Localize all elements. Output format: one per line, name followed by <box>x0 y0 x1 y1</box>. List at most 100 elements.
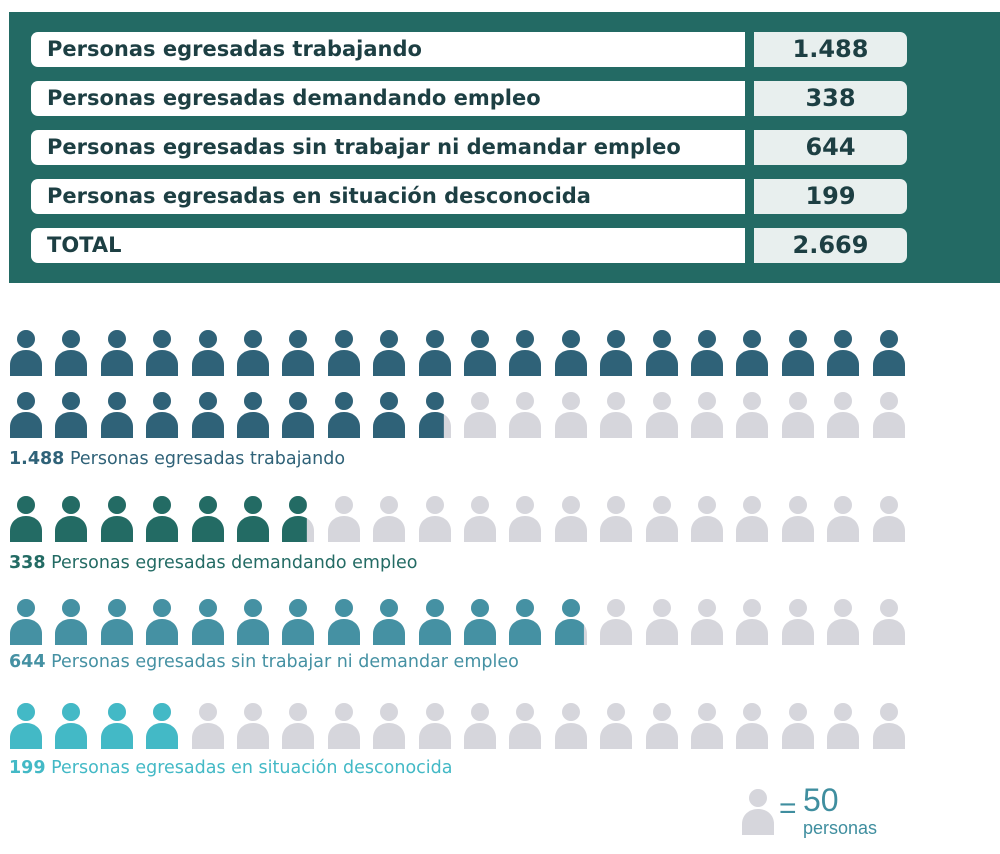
person-icon <box>191 702 225 751</box>
person-icon <box>554 702 588 751</box>
person-icon <box>508 702 542 751</box>
group-label-demandando: 338 Personas egresadas demandando empleo <box>9 553 417 573</box>
group-label-desconocida: 199 Personas egresadas en situación desc… <box>9 758 452 778</box>
summary-value: 1.488 <box>754 32 907 67</box>
group-label-value: 644 <box>9 652 46 672</box>
person-icon <box>372 329 406 378</box>
person-icon <box>145 702 179 751</box>
summary-label: Personas egresadas trabajando <box>31 32 745 67</box>
person-icon <box>826 702 860 751</box>
person-icon <box>872 702 906 751</box>
legend-equals: = <box>779 792 797 825</box>
person-icon <box>690 702 724 751</box>
group-label-name: Personas egresadas trabajando <box>69 449 346 469</box>
person-icon <box>599 495 633 544</box>
person-icon <box>9 329 43 378</box>
person-icon <box>826 598 860 647</box>
person-icon <box>645 329 679 378</box>
person-icon <box>554 495 588 544</box>
person-icon <box>418 391 452 440</box>
person-icon <box>145 495 179 544</box>
person-icon <box>236 702 270 751</box>
person-icon <box>9 702 43 751</box>
person-icon <box>100 329 134 378</box>
person-icon <box>735 702 769 751</box>
summary-label: Personas egresadas en situación desconoc… <box>31 179 745 214</box>
person-icon <box>100 495 134 544</box>
group-label-value: 338 <box>9 553 46 573</box>
person-icon <box>463 329 497 378</box>
person-icon <box>645 702 679 751</box>
group-label-value: 199 <box>9 758 46 778</box>
person-icon <box>599 702 633 751</box>
person-icon <box>145 391 179 440</box>
summary-value: 644 <box>754 130 907 165</box>
person-icon <box>54 598 88 647</box>
person-icon <box>690 329 724 378</box>
group-label-name: Personas egresadas sin trabajar ni deman… <box>51 652 519 672</box>
summary-value: 338 <box>754 81 907 116</box>
person-icon <box>826 329 860 378</box>
person-icon <box>418 329 452 378</box>
person-icon <box>690 598 724 647</box>
person-icon <box>54 391 88 440</box>
person-icon <box>599 329 633 378</box>
person-icon <box>872 598 906 647</box>
person-icon <box>508 495 542 544</box>
person-icon <box>236 598 270 647</box>
person-icon <box>281 495 315 544</box>
person-icon <box>508 329 542 378</box>
person-icon <box>372 702 406 751</box>
person-icon <box>100 702 134 751</box>
person-icon <box>872 495 906 544</box>
person-icon <box>54 495 88 544</box>
person-icon <box>54 702 88 751</box>
person-icon <box>826 391 860 440</box>
person-icon <box>781 391 815 440</box>
person-icon <box>735 329 769 378</box>
person-icon <box>281 329 315 378</box>
person-icon <box>327 598 361 647</box>
person-icon <box>781 702 815 751</box>
person-icon <box>236 495 270 544</box>
group-label-trabajando: 1.488 Personas egresadas trabajando <box>9 449 345 469</box>
person-icon <box>781 598 815 647</box>
person-icon <box>418 598 452 647</box>
person-icon <box>54 329 88 378</box>
person-icon <box>191 598 225 647</box>
person-icon <box>145 329 179 378</box>
person-icon <box>463 598 497 647</box>
person-icon <box>554 598 588 647</box>
person-icon <box>599 391 633 440</box>
person-icon <box>9 391 43 440</box>
person-icon <box>418 702 452 751</box>
person-icon <box>554 329 588 378</box>
group-label-value: 1.488 <box>9 449 65 469</box>
legend: = 50 personas <box>741 782 921 841</box>
person-icon <box>100 598 134 647</box>
person-icon <box>554 391 588 440</box>
person-icon <box>735 598 769 647</box>
person-icon <box>191 495 225 544</box>
group-label-name: Personas egresadas en situación desconoc… <box>51 758 453 778</box>
person-icon <box>327 391 361 440</box>
person-icon <box>372 598 406 647</box>
person-icon <box>781 495 815 544</box>
person-icon <box>735 391 769 440</box>
summary-table: Personas egresadas trabajando 1.488 Pers… <box>9 12 1000 283</box>
summary-label: Personas egresadas sin trabajar ni deman… <box>31 130 745 165</box>
person-icon <box>191 329 225 378</box>
person-icon <box>741 788 775 841</box>
summary-label: Personas egresadas demandando empleo <box>31 81 745 116</box>
person-icon <box>872 329 906 378</box>
group-label-name: Personas egresadas demandando empleo <box>51 553 418 573</box>
person-icon <box>100 391 134 440</box>
person-icon <box>463 391 497 440</box>
person-icon <box>191 391 225 440</box>
person-icon <box>781 329 815 378</box>
person-icon <box>372 391 406 440</box>
person-icon <box>281 391 315 440</box>
summary-value: 199 <box>754 179 907 214</box>
person-icon <box>690 495 724 544</box>
